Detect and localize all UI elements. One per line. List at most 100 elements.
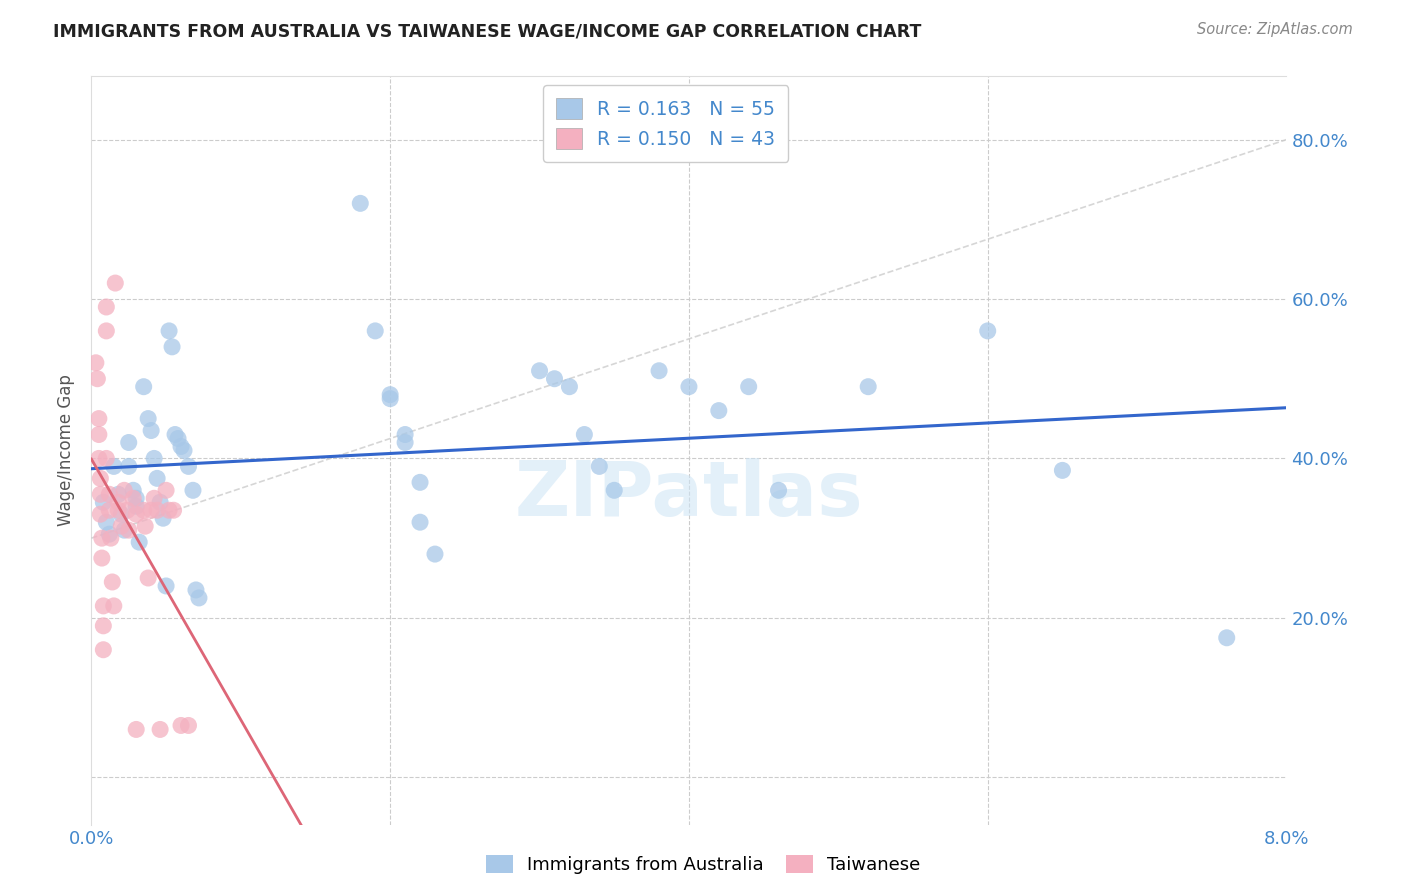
Point: [136, 411, 159, 425]
Point: [134, 519, 156, 533]
Point: [856, 380, 880, 394]
Point: [167, 432, 190, 446]
Point: [141, 503, 162, 517]
Point: [364, 324, 387, 338]
Point: [89, 507, 111, 521]
Point: [648, 364, 671, 378]
Point: [588, 459, 610, 474]
Point: [132, 503, 155, 517]
Point: [157, 503, 180, 517]
Point: [89, 487, 111, 501]
Point: [90, 531, 112, 545]
Point: [98, 487, 121, 501]
Point: [101, 574, 124, 589]
Point: [93, 619, 114, 633]
Point: [152, 511, 174, 525]
Point: [128, 535, 150, 549]
Point: [132, 380, 155, 394]
Point: [118, 523, 141, 537]
Point: [1215, 631, 1237, 645]
Point: [122, 483, 145, 498]
Point: [125, 491, 148, 506]
Point: [378, 392, 402, 406]
Point: [378, 387, 402, 401]
Point: [104, 276, 127, 290]
Point: [155, 483, 177, 498]
Point: [146, 471, 169, 485]
Point: [118, 459, 141, 474]
Point: [93, 495, 114, 509]
Point: [184, 582, 207, 597]
Point: [768, 483, 790, 498]
Point: [170, 440, 193, 454]
Point: [93, 599, 114, 613]
Point: [187, 591, 211, 605]
Point: [89, 471, 111, 485]
Point: [90, 551, 112, 566]
Point: [103, 599, 125, 613]
Point: [155, 579, 177, 593]
Point: [177, 459, 200, 474]
Point: [87, 411, 110, 425]
Point: [409, 515, 432, 529]
Point: [707, 403, 730, 417]
Point: [181, 483, 204, 498]
Point: [115, 503, 138, 517]
Point: [163, 427, 186, 442]
Point: [110, 507, 132, 521]
Text: Source: ZipAtlas.com: Source: ZipAtlas.com: [1197, 22, 1353, 37]
Point: [143, 491, 166, 506]
Point: [125, 507, 148, 521]
Point: [112, 523, 135, 537]
Point: [107, 495, 129, 509]
Point: [170, 718, 193, 732]
Point: [160, 340, 183, 354]
Point: [107, 487, 129, 501]
Point: [1052, 463, 1074, 477]
Point: [558, 380, 581, 394]
Point: [146, 503, 169, 517]
Point: [100, 531, 122, 545]
Point: [603, 483, 626, 498]
Point: [157, 324, 180, 338]
Point: [122, 491, 145, 506]
Point: [737, 380, 759, 394]
Point: [125, 723, 148, 737]
Point: [86, 372, 108, 386]
Point: [529, 364, 551, 378]
Point: [149, 495, 172, 509]
Legend: Immigrants from Australia, Taiwanese: Immigrants from Australia, Taiwanese: [478, 847, 928, 881]
Point: [177, 718, 200, 732]
Point: [125, 500, 148, 514]
Point: [98, 503, 121, 517]
Point: [84, 356, 107, 370]
Text: IMMIGRANTS FROM AUSTRALIA VS TAIWANESE WAGE/INCOME GAP CORRELATION CHART: IMMIGRANTS FROM AUSTRALIA VS TAIWANESE W…: [53, 22, 922, 40]
Point: [98, 527, 121, 541]
Point: [112, 483, 135, 498]
Point: [423, 547, 446, 561]
Point: [976, 324, 998, 338]
Point: [87, 451, 110, 466]
Point: [173, 443, 195, 458]
Point: [96, 451, 118, 466]
Point: [96, 324, 118, 338]
Point: [409, 475, 432, 490]
Point: [349, 196, 371, 211]
Point: [118, 435, 141, 450]
Point: [110, 519, 132, 533]
Point: [96, 515, 118, 529]
Point: [574, 427, 596, 442]
Text: ZIPatlas: ZIPatlas: [515, 458, 863, 533]
Point: [394, 435, 416, 450]
Point: [678, 380, 700, 394]
Point: [87, 427, 110, 442]
Y-axis label: Wage/Income Gap: Wage/Income Gap: [58, 375, 76, 526]
Point: [149, 723, 172, 737]
Point: [103, 459, 125, 474]
Point: [394, 427, 416, 442]
Point: [107, 503, 129, 517]
Point: [96, 300, 118, 314]
Point: [93, 642, 114, 657]
Point: [162, 503, 184, 517]
Point: [141, 424, 162, 438]
